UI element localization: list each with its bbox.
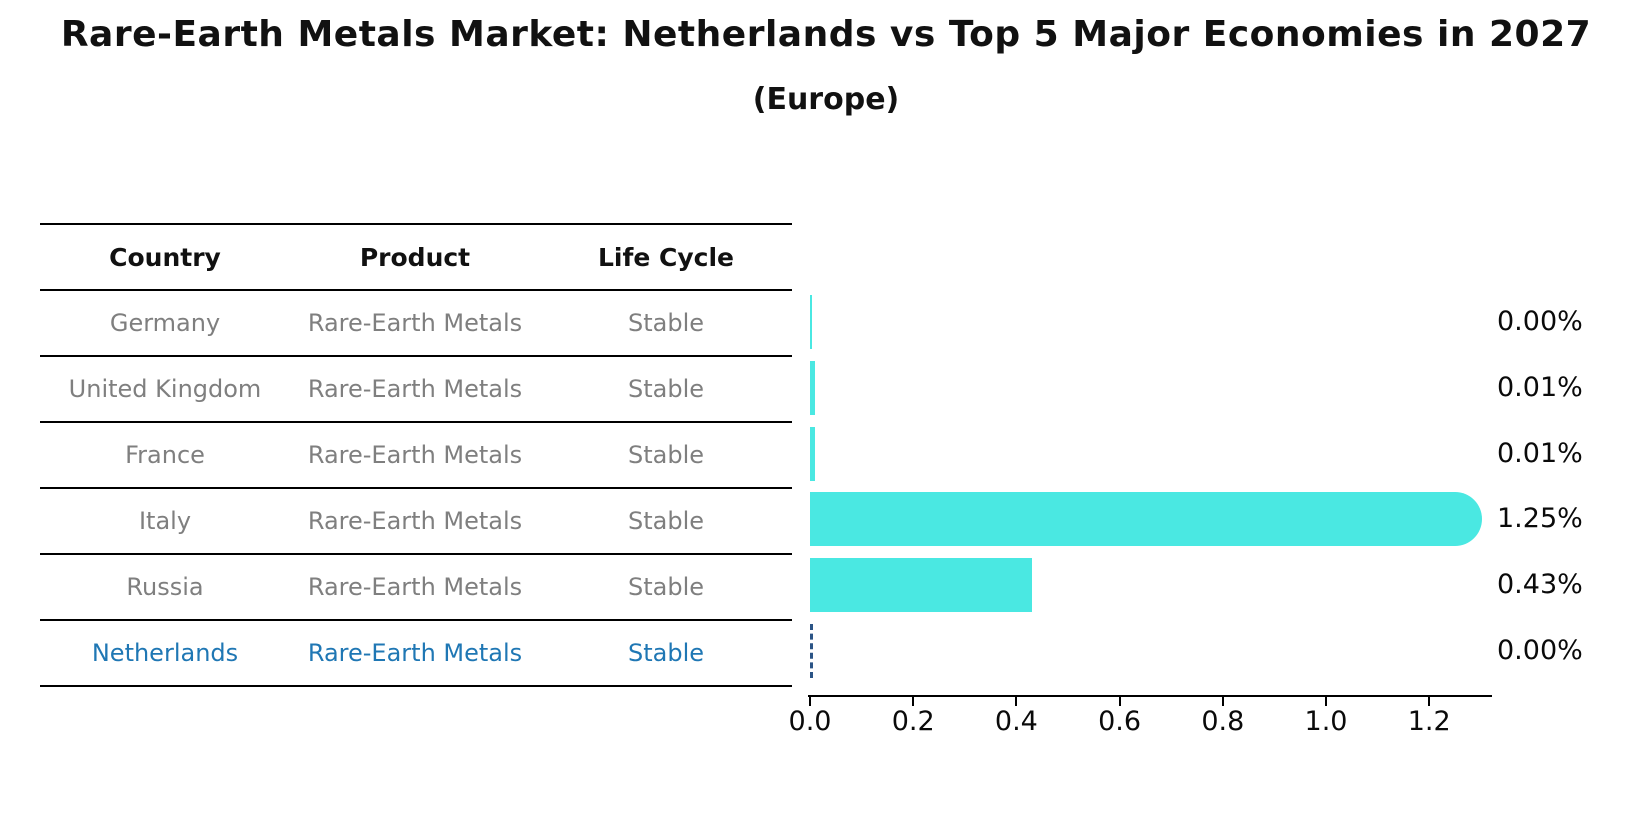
bar-france xyxy=(810,426,816,481)
table-cell: Stable xyxy=(627,375,705,403)
x-tick-mark xyxy=(1325,697,1327,706)
x-tick-label: 1.2 xyxy=(1407,706,1451,737)
x-tick-label: 0.2 xyxy=(891,706,935,737)
x-tick-label: 0.6 xyxy=(1098,706,1142,737)
table-cell: Stable xyxy=(627,441,705,469)
chart-subtitle: (Europe) xyxy=(752,82,900,117)
table-header-cell: Life Cycle xyxy=(597,242,735,272)
chart-title: Rare-Earth Metals Market: Netherlands vs… xyxy=(60,14,1592,55)
x-tick-mark xyxy=(1221,697,1224,706)
x-tick-mark xyxy=(1015,697,1018,706)
table-cell: Stable xyxy=(627,309,705,337)
x-tick-label: 1.0 xyxy=(1304,706,1348,737)
table-row-netherlands: Netherlands Rare-Earth Metals Stable xyxy=(40,619,792,685)
table-cell: Stable xyxy=(627,507,705,535)
x-tick-mark xyxy=(1428,697,1431,706)
table-cell: Italy xyxy=(138,507,192,535)
x-tick-mark xyxy=(809,697,811,706)
table-cell: Rare-Earth Metals xyxy=(307,309,523,337)
table-cell: Rare-Earth Metals xyxy=(307,573,523,601)
x-tick-label: 0.0 xyxy=(788,706,832,737)
x-tick-mark xyxy=(912,697,915,706)
table-row-russia: Russia Rare-Earth Metals Stable xyxy=(40,553,792,619)
table-cell: France xyxy=(125,441,205,469)
bar-netherlands xyxy=(810,624,813,678)
x-axis-line xyxy=(808,695,1492,697)
table-header-cell: Product xyxy=(359,242,471,272)
table-row-italy: Italy Rare-Earth Metals Stable xyxy=(40,487,792,553)
bar-russia xyxy=(810,558,1032,613)
table-row-united-kingdom: United Kingdom Rare-Earth Metals Stable xyxy=(40,355,792,421)
table-cell: Rare-Earth Metals xyxy=(307,375,523,403)
table-cell: Rare-Earth Metals xyxy=(307,441,523,469)
table-row-germany: Germany Rare-Earth Metals Stable xyxy=(40,289,792,355)
value-label-netherlands: 0.00% xyxy=(1497,635,1583,666)
table-cell: Germany xyxy=(109,309,221,337)
bar-italy xyxy=(810,492,1482,547)
x-tick-label: 0.4 xyxy=(994,706,1038,737)
value-label-italy: 1.25% xyxy=(1497,503,1583,535)
table-cell: Rare-Earth Metals xyxy=(307,507,523,535)
bar-germany xyxy=(810,295,812,349)
table-cell: United Kingdom xyxy=(68,375,262,403)
value-label-united-kingdom: 0.01% xyxy=(1497,371,1583,403)
table-cell: Stable xyxy=(627,573,705,601)
table-cell: Netherlands xyxy=(91,639,239,667)
value-label-russia: 0.43% xyxy=(1497,569,1583,601)
table-cell: Stable xyxy=(627,639,705,667)
country-info-table: Country Product Life Cycle Germany Rare-Eart… xyxy=(40,223,792,687)
x-tick-label: 0.8 xyxy=(1201,706,1245,737)
table-cell: Rare-Earth Metals xyxy=(307,639,523,667)
table-cell: Russia xyxy=(126,573,204,601)
value-label-germany: 0.00% xyxy=(1497,306,1583,337)
value-label-france: 0.01% xyxy=(1497,437,1583,469)
table-row-france: France Rare-Earth Metals Stable xyxy=(40,421,792,487)
x-tick-mark xyxy=(1118,697,1121,706)
bar-united-kingdom xyxy=(810,360,816,415)
table-header-cell: Country xyxy=(109,242,221,272)
table-header-row: Country Product Life Cycle xyxy=(40,223,792,289)
